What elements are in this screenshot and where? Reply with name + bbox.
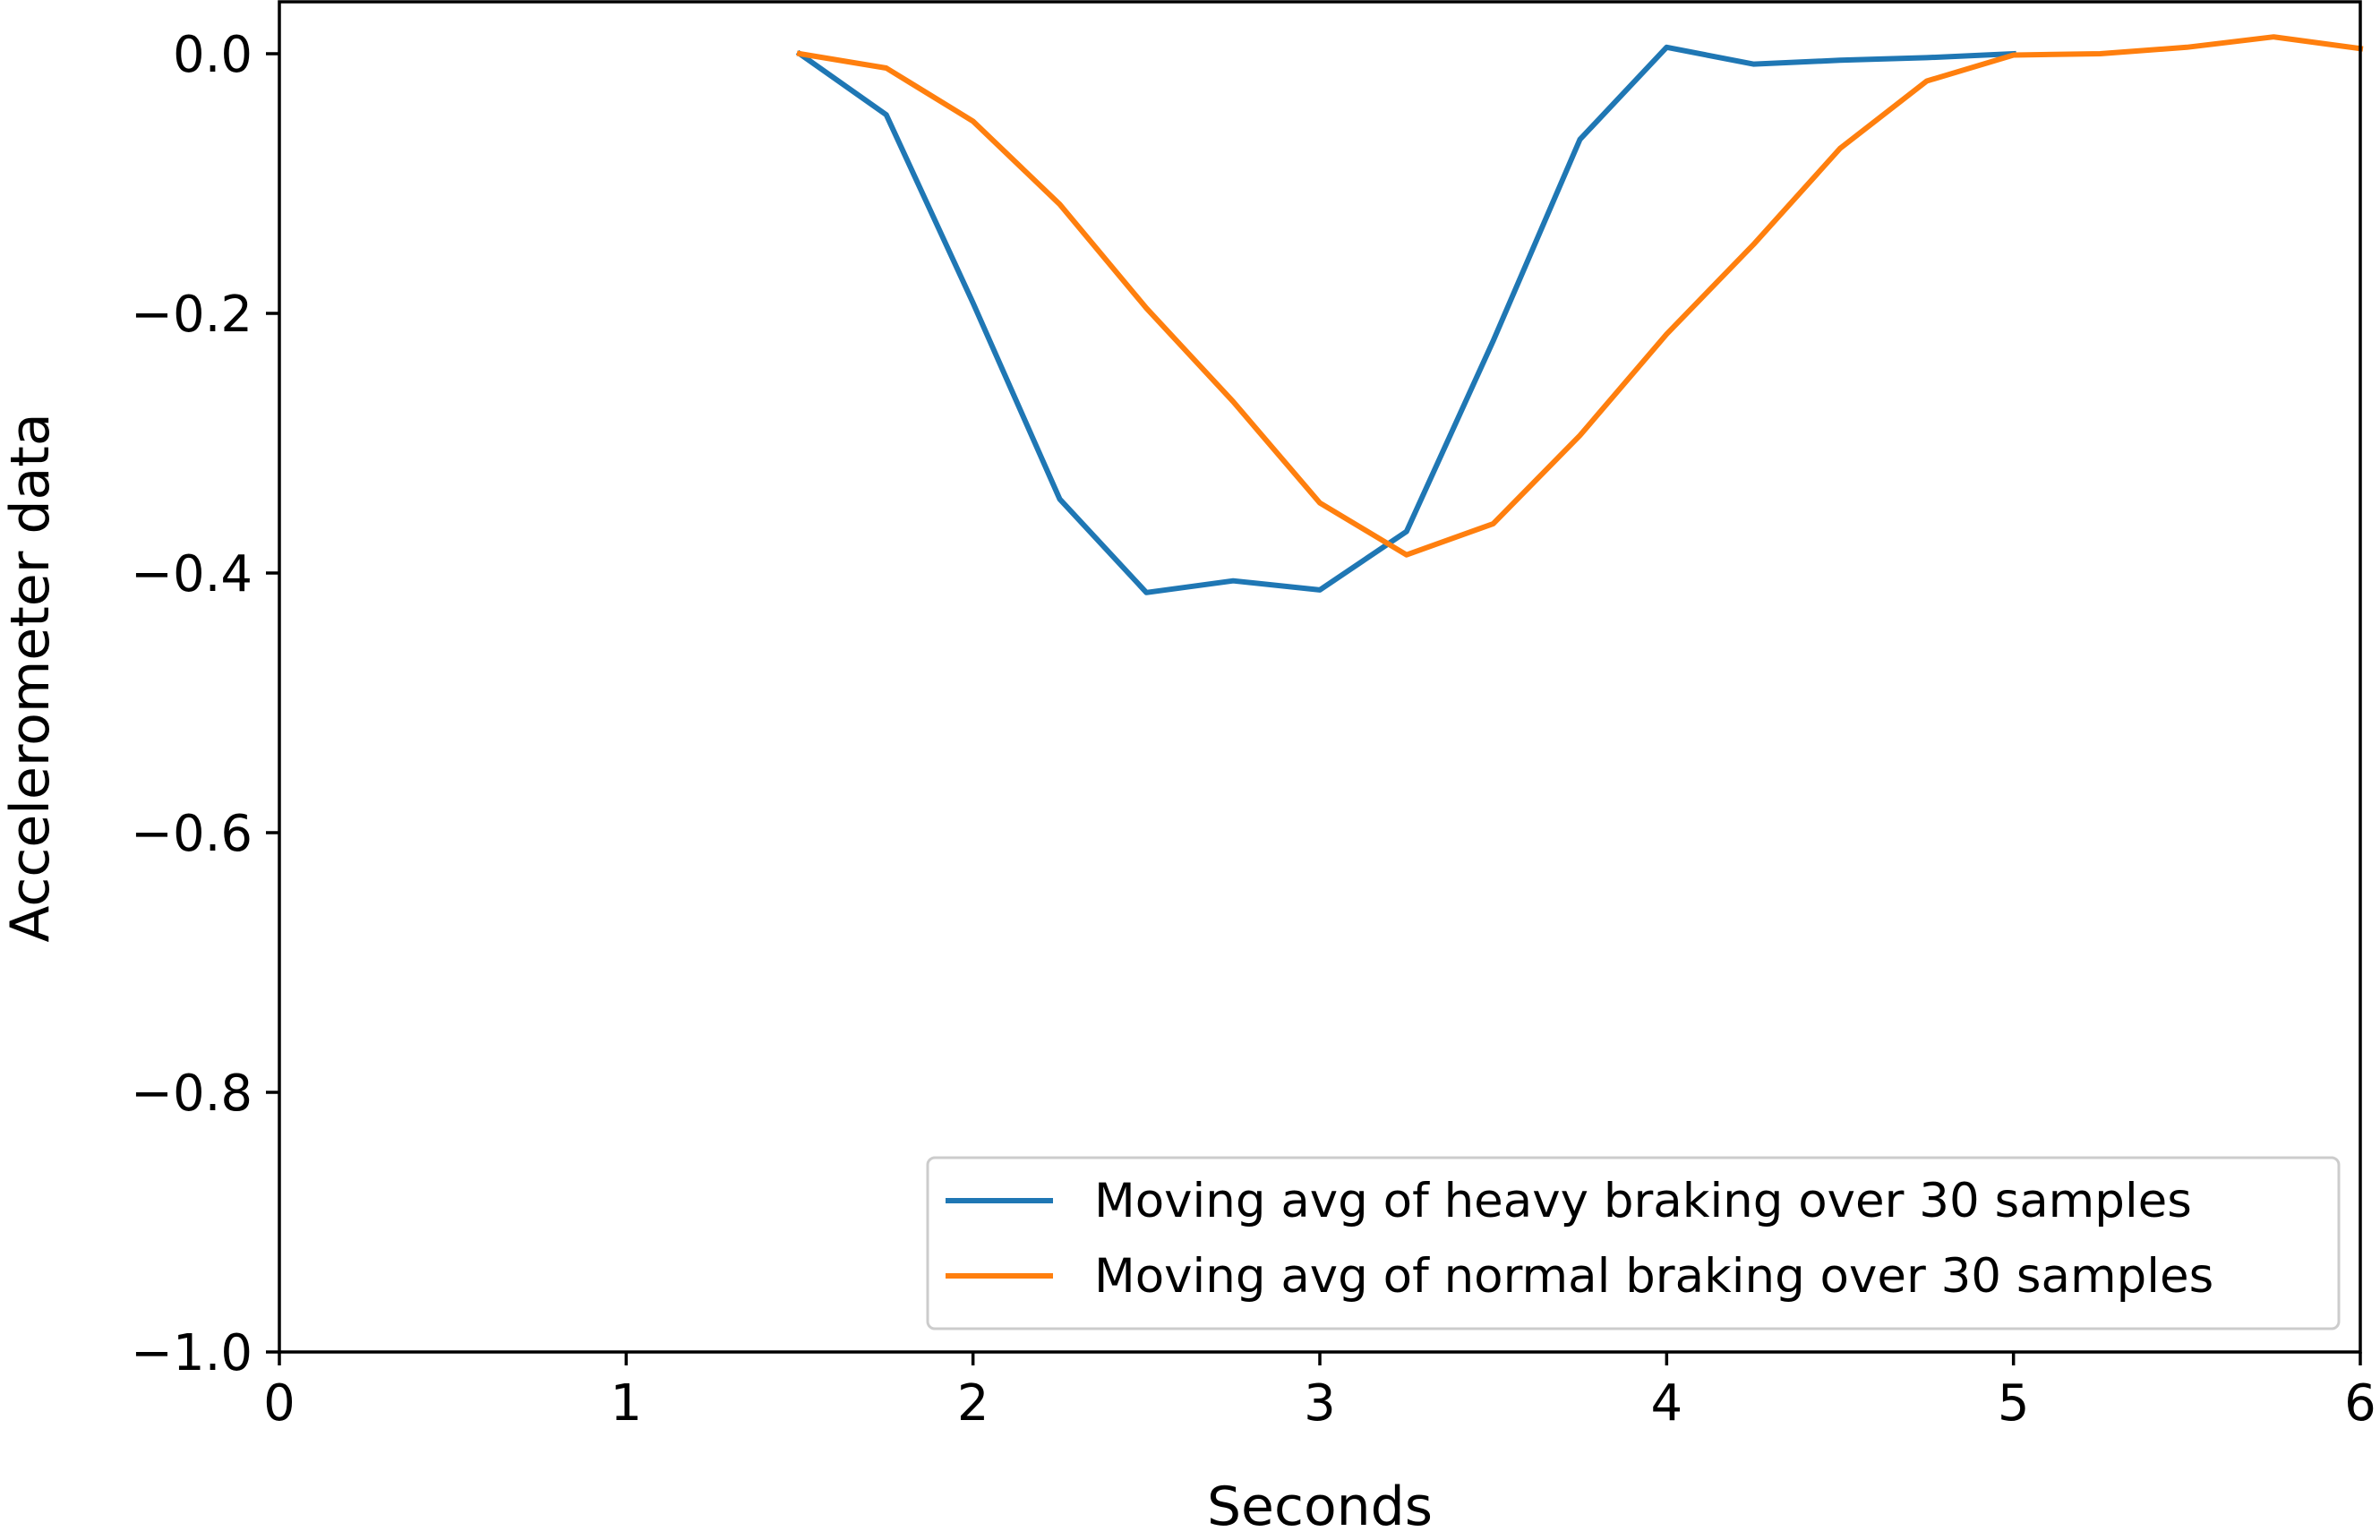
x-axis-label: Seconds [1207,1476,1433,1538]
series-line-0 [795,44,2016,595]
x-tick-label: 5 [1998,1374,2030,1433]
x-tick-label: 6 [2344,1374,2376,1433]
x-tick-label: 1 [611,1374,643,1433]
legend-box [926,1156,2341,1330]
x-tick-label: 2 [957,1374,989,1433]
y-tick-label: −1.0 [131,1324,253,1382]
legend-label-1: Moving avg of normal braking over 30 sam… [1094,1249,2213,1304]
x-tick-label: 3 [1304,1374,1336,1433]
y-tick-label: −0.2 [131,286,253,344]
y-tick-label: −0.6 [131,805,253,863]
plot-background [279,2,2360,1352]
x-tick-label: 0 [263,1374,295,1433]
x-tick-label: 4 [1651,1374,1683,1433]
y-tick-label: −0.4 [131,545,253,603]
legend-label-0: Moving avg of heavy braking over 30 samp… [1094,1174,2192,1228]
x-axis: 0 1 2 3 4 5 6 [263,1352,2376,1433]
y-tick-label: 0.0 [173,26,253,84]
y-axis-label: Accelerometer data [0,413,62,942]
legend: Moving avg of heavy braking over 30 samp… [926,1156,2341,1330]
series-line-1 [796,34,2364,558]
series-layer [795,34,2364,595]
y-tick-label: −0.8 [131,1065,253,1123]
y-axis: 0.0 −0.2 −0.4 −0.6 −0.8 −1.0 [131,26,279,1382]
legend-items: Moving avg of heavy braking over 30 samp… [946,1174,2213,1304]
plot-area [278,0,2364,1354]
